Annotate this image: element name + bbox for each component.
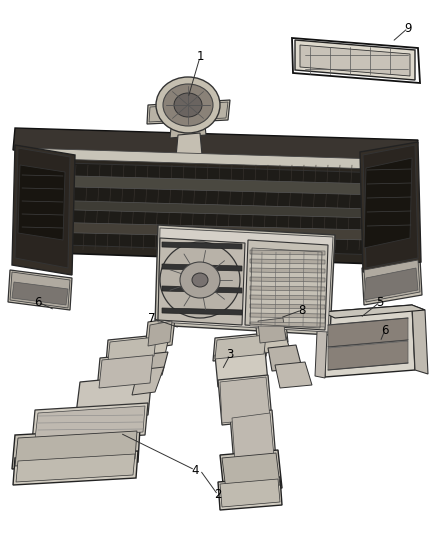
Polygon shape [132, 367, 164, 395]
Ellipse shape [192, 273, 208, 287]
Polygon shape [75, 375, 152, 422]
Polygon shape [158, 228, 333, 332]
Text: 3: 3 [226, 349, 234, 361]
Text: 8: 8 [298, 303, 306, 317]
Text: 9: 9 [404, 21, 412, 35]
Polygon shape [218, 375, 272, 425]
Polygon shape [275, 362, 312, 388]
Polygon shape [328, 341, 408, 370]
Polygon shape [12, 428, 140, 469]
Polygon shape [170, 115, 206, 138]
Polygon shape [360, 142, 421, 272]
Polygon shape [155, 225, 335, 335]
Polygon shape [35, 406, 145, 439]
Polygon shape [364, 158, 412, 248]
Polygon shape [37, 175, 380, 195]
Polygon shape [10, 272, 70, 308]
Polygon shape [137, 352, 168, 378]
Text: 2: 2 [214, 489, 222, 502]
Polygon shape [315, 310, 328, 378]
Polygon shape [215, 350, 268, 387]
Ellipse shape [156, 77, 220, 133]
Polygon shape [148, 321, 172, 346]
Polygon shape [15, 148, 70, 268]
Polygon shape [250, 322, 325, 327]
Polygon shape [18, 135, 415, 265]
Polygon shape [162, 286, 242, 293]
Polygon shape [32, 403, 148, 442]
Polygon shape [148, 327, 171, 358]
Polygon shape [250, 259, 325, 264]
Text: 6: 6 [381, 324, 389, 336]
Text: 1: 1 [196, 51, 204, 63]
Polygon shape [16, 454, 135, 482]
Polygon shape [230, 410, 276, 465]
Polygon shape [260, 323, 290, 353]
Polygon shape [300, 45, 410, 76]
Polygon shape [322, 305, 415, 377]
Polygon shape [268, 345, 302, 371]
Polygon shape [245, 240, 328, 330]
Polygon shape [255, 315, 288, 345]
Polygon shape [21, 148, 410, 170]
Polygon shape [12, 282, 68, 305]
Polygon shape [176, 133, 202, 157]
Polygon shape [215, 335, 266, 359]
Polygon shape [39, 200, 375, 218]
Polygon shape [363, 145, 418, 268]
Polygon shape [15, 431, 137, 466]
Polygon shape [13, 128, 418, 162]
Ellipse shape [174, 93, 202, 117]
Polygon shape [149, 102, 228, 122]
Polygon shape [222, 453, 280, 490]
Ellipse shape [163, 84, 213, 126]
Polygon shape [18, 165, 65, 240]
Polygon shape [145, 318, 175, 349]
Polygon shape [220, 450, 282, 493]
Text: 6: 6 [34, 295, 42, 309]
Polygon shape [13, 451, 138, 485]
Polygon shape [250, 277, 325, 282]
Polygon shape [158, 238, 245, 325]
Polygon shape [412, 305, 428, 374]
Polygon shape [232, 413, 274, 462]
Polygon shape [250, 268, 325, 273]
Polygon shape [8, 270, 72, 310]
Polygon shape [322, 305, 425, 318]
Polygon shape [20, 132, 412, 155]
Polygon shape [362, 258, 422, 305]
Polygon shape [364, 268, 418, 300]
Polygon shape [295, 40, 415, 80]
Ellipse shape [180, 262, 220, 298]
Polygon shape [106, 335, 158, 363]
Ellipse shape [160, 242, 240, 318]
Text: 4: 4 [191, 464, 199, 477]
Polygon shape [12, 145, 75, 275]
Polygon shape [328, 318, 408, 347]
Polygon shape [250, 250, 325, 255]
Polygon shape [40, 222, 370, 240]
Polygon shape [364, 260, 420, 302]
Polygon shape [162, 308, 242, 315]
Polygon shape [99, 355, 153, 388]
Polygon shape [147, 100, 230, 124]
Polygon shape [162, 264, 242, 271]
Polygon shape [250, 295, 325, 300]
Polygon shape [250, 313, 325, 318]
Text: 7: 7 [148, 311, 156, 325]
Text: 5: 5 [376, 295, 384, 309]
Polygon shape [250, 286, 325, 291]
Polygon shape [250, 304, 325, 309]
Polygon shape [213, 333, 268, 361]
Polygon shape [220, 377, 270, 423]
Polygon shape [108, 337, 156, 361]
Polygon shape [258, 318, 286, 343]
Polygon shape [33, 162, 385, 255]
Polygon shape [162, 242, 242, 249]
Polygon shape [97, 353, 155, 390]
Polygon shape [220, 479, 280, 507]
Polygon shape [218, 477, 282, 510]
